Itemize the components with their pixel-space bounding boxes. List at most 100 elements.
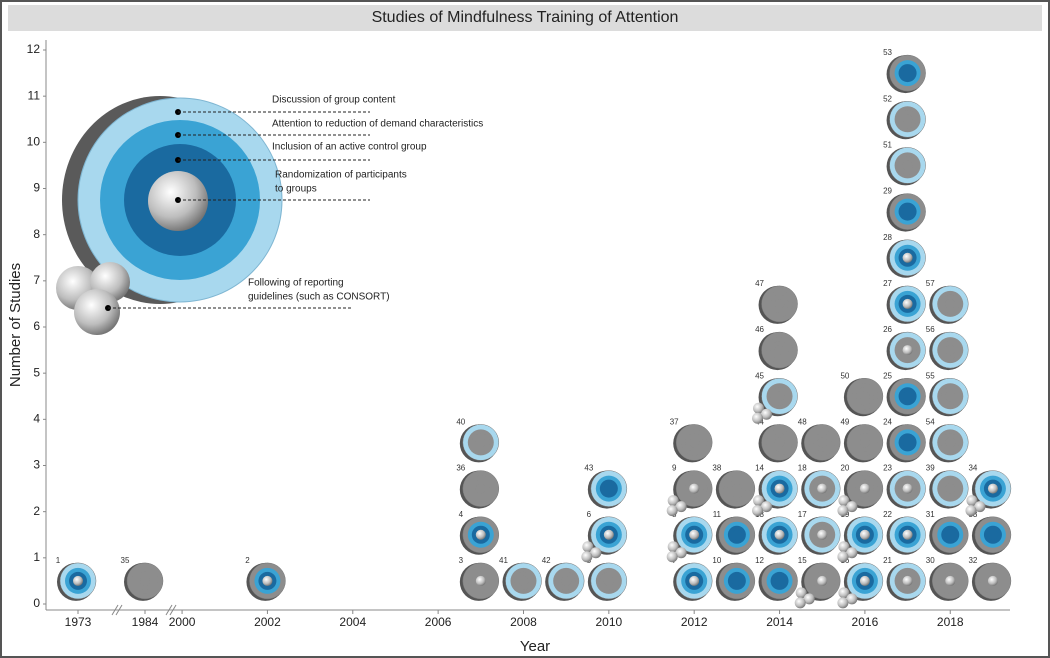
study-disc (459, 470, 500, 509)
disc-center (817, 575, 828, 586)
reporting-sphere (675, 547, 687, 559)
y-tick-label: 0 (33, 596, 40, 610)
study-label: 51 (883, 141, 892, 150)
x-tick-label: 2006 (425, 615, 452, 629)
disc-center (689, 575, 700, 586)
disc-center (475, 575, 486, 586)
disc-center (140, 575, 150, 586)
disc-center (945, 529, 956, 540)
title-bar (8, 5, 1042, 31)
study-disc (459, 562, 500, 601)
y-tick-label: 2 (33, 504, 40, 518)
study-disc (758, 516, 798, 555)
study-disc (673, 562, 713, 601)
study-label: 26 (883, 325, 892, 334)
legend-disc (56, 96, 283, 335)
study-label: 45 (755, 371, 764, 380)
study-disc (666, 516, 713, 563)
disc-center (859, 437, 870, 448)
reporting-sphere (846, 593, 858, 605)
y-tick-label: 5 (33, 365, 40, 379)
reporting-sphere (966, 495, 978, 507)
disc-center (774, 345, 785, 356)
study-label: 43 (584, 464, 593, 473)
study-label: 29 (883, 187, 892, 196)
study-label: 3 (459, 556, 464, 565)
study-disc (758, 562, 798, 601)
study-label: 53 (883, 48, 892, 57)
annotation: guidelines (such as CONSORT) (248, 292, 390, 303)
disc-center (774, 437, 785, 448)
reporting-sphere (582, 541, 594, 553)
study-disc (971, 516, 1012, 555)
reporting-sphere (753, 402, 765, 414)
disc-center (689, 437, 700, 448)
study-disc (929, 378, 969, 417)
study-disc (886, 193, 926, 232)
study-disc (886, 147, 926, 186)
disc-center (987, 529, 998, 540)
disc-center (689, 529, 700, 540)
reporting-sphere (837, 505, 849, 517)
study-label: 55 (926, 371, 935, 380)
reporting-sphere (795, 587, 807, 599)
study-disc (843, 378, 884, 417)
study-label: 54 (926, 418, 935, 427)
study-label: 39 (926, 464, 935, 473)
disc-center (902, 206, 913, 217)
disc-center (561, 575, 572, 586)
disc-center (817, 529, 828, 540)
x-tick-label: 1973 (65, 615, 92, 629)
y-tick-label: 9 (33, 181, 40, 195)
study-label: 35 (121, 556, 130, 565)
x-tick-label: 2000 (169, 615, 196, 629)
study-label: 42 (542, 556, 551, 565)
disc-center (902, 483, 913, 494)
study-label: 11 (713, 510, 722, 519)
disc-center (475, 437, 486, 448)
x-tick-label: 2004 (339, 615, 366, 629)
study-disc (929, 331, 969, 371)
study-disc (545, 562, 585, 601)
reporting-sphere (846, 547, 858, 559)
study-disc (843, 424, 884, 463)
study-disc (971, 562, 1012, 601)
x-tick-label: 2012 (681, 615, 708, 629)
study-disc (246, 562, 286, 601)
disc-center (902, 575, 913, 586)
study-label: 28 (883, 233, 892, 242)
study-disc (837, 516, 884, 563)
disc-center (774, 529, 785, 540)
study-label: 21 (883, 556, 892, 565)
disc-center (774, 391, 785, 402)
study-disc (886, 285, 926, 324)
study-disc (758, 424, 798, 463)
disc-center (774, 298, 785, 309)
x-tick-label: 2010 (595, 615, 622, 629)
disc-center (902, 68, 913, 79)
study-disc (837, 470, 884, 517)
study-disc (666, 470, 713, 517)
study-label: 20 (840, 464, 849, 473)
study-disc (801, 470, 841, 509)
study-disc (886, 562, 926, 601)
disc-center (518, 575, 529, 586)
x-tick-label: 2018 (937, 615, 964, 629)
study-disc (929, 562, 969, 601)
disc-center (859, 391, 870, 402)
disc-center (902, 160, 913, 171)
disc-center (945, 345, 956, 356)
disc-center (945, 437, 956, 448)
disc-center (731, 529, 742, 540)
disc-center (475, 529, 486, 540)
reporting-sphere (666, 505, 678, 517)
study-disc (587, 562, 628, 601)
disc-center (902, 529, 913, 540)
study-label: 12 (755, 556, 764, 565)
study-label: 52 (883, 94, 892, 103)
reporting-sphere (837, 597, 849, 609)
study-label: 6 (587, 510, 592, 519)
study-disc (837, 562, 884, 609)
axis-breaks (111, 604, 177, 616)
